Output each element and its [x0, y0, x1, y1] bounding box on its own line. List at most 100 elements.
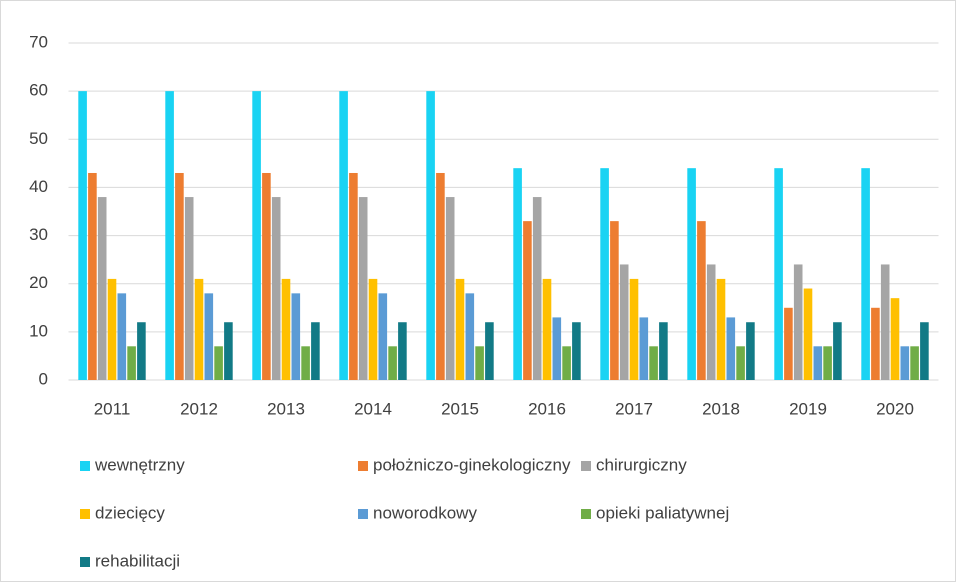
- bar: [659, 322, 668, 380]
- legend-label: wewnętrzny: [94, 455, 185, 474]
- bar: [224, 322, 233, 380]
- bar: [117, 293, 127, 380]
- x-tick-label: 2019: [789, 399, 827, 418]
- bar: [214, 346, 223, 380]
- bar: [542, 278, 552, 380]
- bar: [97, 197, 107, 380]
- bar: [426, 91, 435, 381]
- bar: [746, 322, 755, 380]
- bar: [880, 264, 890, 380]
- legend-label: chirurgiczny: [596, 455, 687, 474]
- bar: [890, 298, 900, 380]
- bar: [900, 346, 910, 380]
- bar: [88, 172, 97, 380]
- bar: [649, 346, 658, 380]
- legend-marker: [581, 461, 591, 471]
- y-tick-label: 40: [29, 177, 48, 196]
- bar: [436, 172, 445, 380]
- x-tick-label: 2015: [441, 399, 479, 418]
- bar: [639, 317, 649, 380]
- bar: [552, 317, 562, 380]
- y-tick-label: 20: [29, 273, 48, 292]
- legend-marker: [80, 461, 90, 471]
- legend-marker: [80, 509, 90, 519]
- x-tick-label: 2016: [528, 399, 566, 418]
- bar: [368, 278, 378, 380]
- bar: [861, 168, 870, 380]
- bar: [455, 278, 465, 380]
- bar: [194, 278, 204, 380]
- bar: [475, 346, 484, 380]
- bar: [833, 322, 842, 380]
- y-tick-label: 60: [29, 81, 48, 100]
- bar: [281, 278, 291, 380]
- bar: [697, 221, 706, 380]
- bar: [184, 197, 194, 380]
- bar: [252, 91, 261, 381]
- legend-label: dziecięcy: [95, 503, 165, 522]
- bar: [736, 346, 745, 380]
- legend-label: położniczo-ginekologiczny: [373, 455, 571, 474]
- bar: [619, 264, 629, 380]
- bar: [513, 168, 522, 380]
- bar: [465, 293, 475, 380]
- bar: [793, 264, 803, 380]
- bar: [774, 168, 783, 380]
- legend-label: noworodkowy: [373, 503, 477, 522]
- bar: [823, 346, 832, 380]
- bar: [572, 322, 581, 380]
- bar: [803, 288, 813, 380]
- bar: [706, 264, 716, 380]
- bar: [127, 346, 136, 380]
- bar: [910, 346, 919, 380]
- bar: [378, 293, 388, 380]
- bar: [610, 221, 619, 380]
- bar: [204, 293, 214, 380]
- bar: [687, 168, 696, 380]
- x-tick-label: 2012: [180, 399, 218, 418]
- legend-marker: [80, 557, 90, 567]
- bar: [523, 221, 532, 380]
- bar: [920, 322, 929, 380]
- legend-marker: [581, 509, 591, 519]
- bar: [562, 346, 571, 380]
- x-tick-label: 2018: [702, 399, 740, 418]
- bar: [813, 346, 823, 380]
- bar: [175, 172, 184, 380]
- legend-label: rehabilitacji: [95, 551, 180, 570]
- bar: [271, 197, 281, 380]
- x-tick-label: 2017: [615, 399, 653, 418]
- y-tick-label: 10: [29, 321, 48, 340]
- y-tick-label: 0: [39, 369, 48, 388]
- bar: [398, 322, 407, 380]
- bar: [629, 278, 639, 380]
- x-tick-label: 2011: [94, 399, 131, 418]
- bar: [165, 91, 174, 381]
- bar: [78, 91, 87, 381]
- bar: [301, 346, 310, 380]
- bar: [311, 322, 320, 380]
- bar: [871, 307, 880, 380]
- bar: [532, 197, 542, 380]
- bar: [137, 322, 146, 380]
- bar: [388, 346, 397, 380]
- y-tick-label: 70: [29, 32, 48, 51]
- bar: [726, 317, 736, 380]
- bar: [262, 172, 271, 380]
- x-tick-label: 2014: [354, 399, 392, 418]
- bar: [107, 278, 117, 380]
- y-tick-label: 50: [29, 129, 48, 148]
- bar: [349, 172, 358, 380]
- bar: [358, 197, 368, 380]
- x-tick-label: 2020: [876, 399, 914, 418]
- bar: [716, 278, 726, 380]
- bar: [784, 307, 793, 380]
- bar: [339, 91, 348, 381]
- bar: [291, 293, 301, 380]
- y-tick-label: 30: [29, 225, 48, 244]
- legend-marker: [358, 461, 368, 471]
- bar: [445, 197, 455, 380]
- x-tick-label: 2013: [267, 399, 305, 418]
- bar: [485, 322, 494, 380]
